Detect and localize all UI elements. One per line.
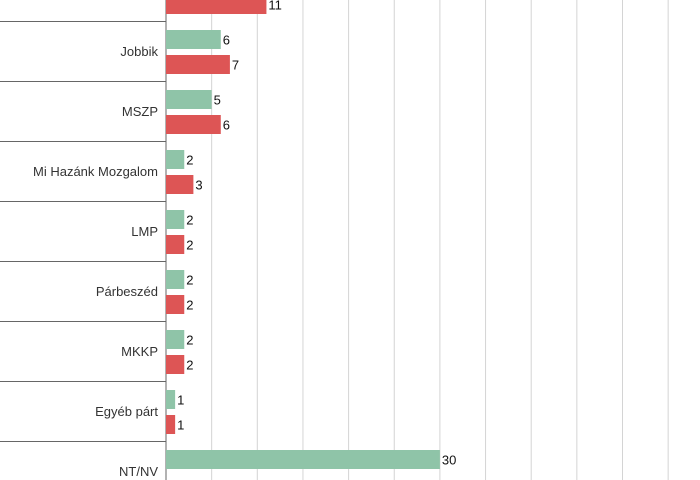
data-label: 30: [442, 453, 456, 468]
category-separators: [0, 21, 166, 442]
bars: [166, 0, 440, 469]
category-label: Mi Hazánk Mozgalom: [33, 164, 158, 179]
category-label: Jobbik: [120, 44, 158, 59]
category-label: Párbeszéd: [96, 284, 158, 299]
data-label: 2: [186, 298, 193, 313]
data-label: 2: [186, 333, 193, 348]
category-label: Egyéb párt: [95, 404, 158, 419]
data-label: 2: [186, 273, 193, 288]
bar-series-2: [166, 295, 185, 314]
data-label: 2: [186, 238, 193, 253]
data-label: 7: [232, 58, 239, 73]
data-label: 2: [186, 358, 193, 373]
data-label: 5: [214, 93, 221, 108]
bar-series-1: [166, 150, 185, 169]
data-label: 6: [223, 33, 230, 48]
gridlines: [165, 0, 669, 480]
data-label: 2: [186, 213, 193, 228]
bar-series-2: [166, 235, 185, 254]
bar-series-2: [166, 355, 185, 374]
bar-series-2: [166, 175, 194, 194]
category-label: NT/NV: [119, 464, 158, 479]
bar-series-2: [166, 115, 221, 134]
data-label: 2: [186, 153, 193, 168]
bar-series-1: [166, 390, 176, 409]
bar-series-1: [166, 270, 185, 289]
data-label: 11: [268, 0, 282, 13]
category-label: LMP: [131, 224, 158, 239]
bar-series-2: [166, 0, 267, 14]
bar-series-2: [166, 415, 176, 434]
bar-series-1: [166, 330, 185, 349]
data-label: 3: [195, 178, 202, 193]
bar-series-1: [166, 90, 212, 109]
data-label: 1: [177, 393, 184, 408]
data-label: 6: [223, 118, 230, 133]
bar-series-1: [166, 450, 440, 469]
bar-series-2: [166, 55, 230, 74]
category-label: MKKP: [121, 344, 158, 359]
bar-series-1: [166, 30, 221, 49]
data-label: 1: [177, 418, 184, 433]
category-label: MSZP: [122, 104, 158, 119]
bar-series-1: [166, 210, 185, 229]
